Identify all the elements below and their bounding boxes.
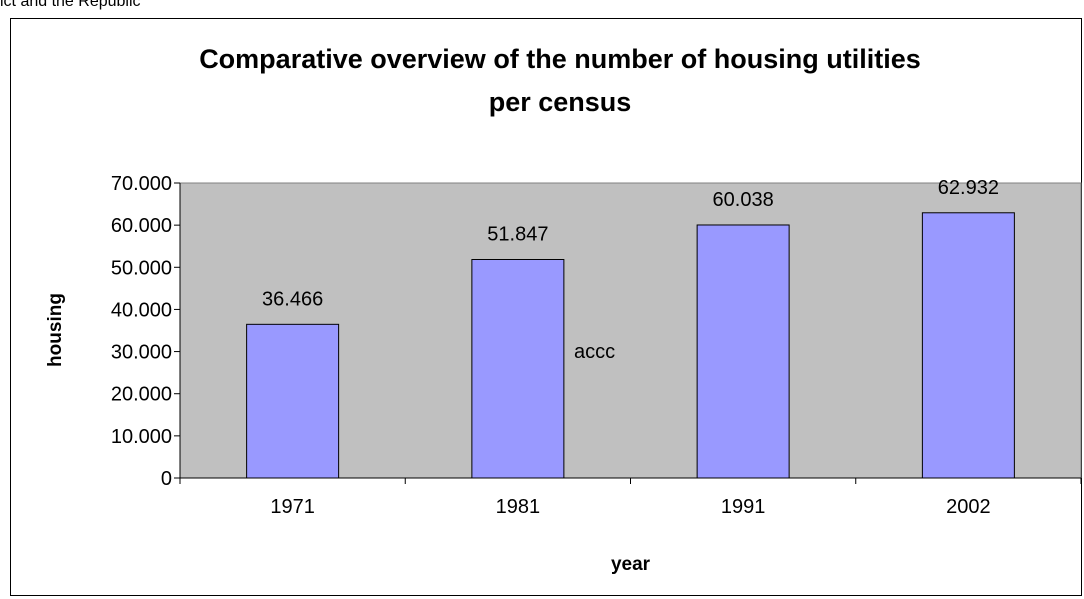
x-axis-title: year: [611, 554, 651, 575]
chart-title-line2: per census: [489, 87, 632, 117]
y-axis-title: housing: [45, 293, 66, 367]
y-tick-label: 10.000: [111, 426, 172, 448]
data-label: 60.038: [713, 189, 774, 211]
bar: [696, 224, 790, 479]
y-tick-label: 20.000: [111, 384, 172, 406]
y-tick-label: 60.000: [111, 215, 172, 237]
x-tick-label: 1971: [270, 496, 315, 518]
data-label: 36.466: [262, 288, 323, 310]
bar: [246, 323, 340, 479]
y-tick-label: 0: [161, 468, 172, 490]
y-tick-label: 40.000: [111, 299, 172, 321]
chart-title-line1: Comparative overview of the number of ho…: [199, 44, 921, 74]
chart-annotation: accc: [574, 341, 615, 363]
y-tick-label: 30.000: [111, 342, 172, 364]
top-text-fragment: ict and the Republic: [0, 0, 141, 10]
bar: [921, 212, 1015, 479]
y-tick-label: 70.000: [111, 173, 172, 195]
y-tick-label: 50.000: [111, 257, 172, 279]
x-tick-label: 2002: [946, 496, 991, 518]
data-label: 62.932: [938, 177, 999, 199]
bar: [471, 259, 565, 479]
x-tick-label: 1981: [496, 496, 541, 518]
data-label: 51.847: [487, 224, 548, 246]
x-tick-label: 1991: [721, 496, 766, 518]
